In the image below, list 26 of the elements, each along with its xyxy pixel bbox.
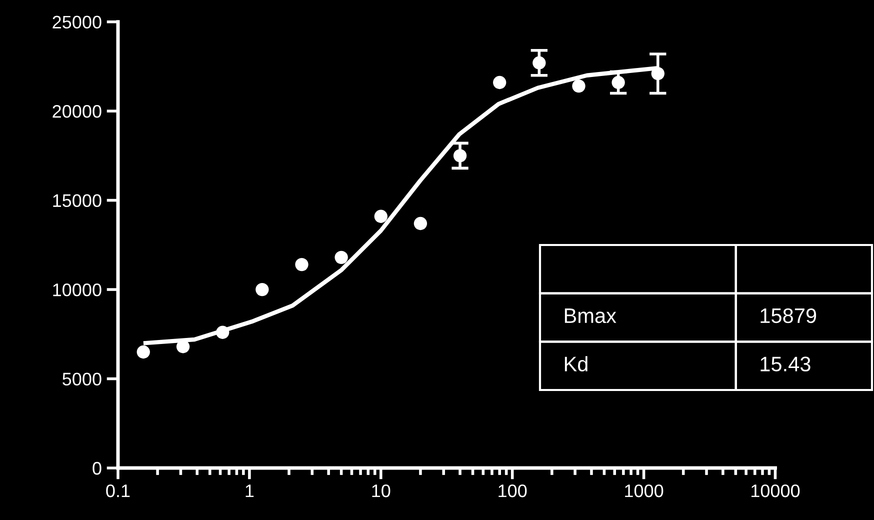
- point: [414, 216, 428, 230]
- y-tick-label: 15000: [53, 194, 102, 208]
- point: [493, 76, 506, 90]
- annotation: 15879: [760, 308, 816, 324]
- annotation: Kd: [564, 356, 588, 372]
- y-tick-label: 5000: [62, 372, 102, 386]
- point: [572, 80, 586, 93]
- point: [136, 345, 150, 359]
- point: [334, 250, 348, 264]
- x-tick-label: 10000: [752, 484, 800, 498]
- x-tick-label: 0.1: [106, 484, 130, 498]
- point: [256, 282, 269, 296]
- annotation: Bmax: [564, 308, 616, 324]
- y-tick-label: 10000: [53, 283, 102, 296]
- point: [216, 326, 230, 339]
- point: [374, 210, 388, 223]
- x-tick-label: 10: [372, 484, 390, 498]
- x-tick-label: 1000: [625, 484, 664, 498]
- y-tick-label: 25000: [52, 16, 102, 29]
- point: [295, 258, 308, 272]
- y-tick-label: 0: [92, 462, 102, 475]
- x-tick-label: 1: [246, 484, 254, 498]
- annotation: 15.43: [760, 356, 810, 372]
- y-tick-label: 20000: [52, 105, 102, 118]
- point: [176, 340, 190, 354]
- x-tick-label: 100: [498, 484, 527, 498]
